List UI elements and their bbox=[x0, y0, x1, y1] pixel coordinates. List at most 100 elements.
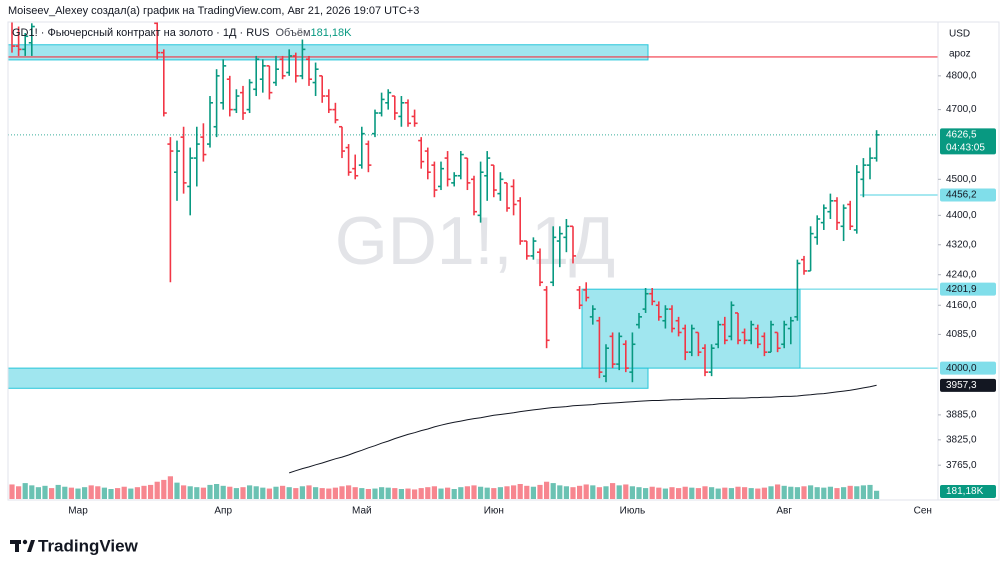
legend: GD1! · Фьючерсный контракт на золото · 1… bbox=[12, 27, 352, 39]
volume-bar bbox=[260, 487, 266, 499]
volume-bar bbox=[623, 484, 629, 499]
volume-bar bbox=[550, 483, 556, 499]
volume-bar bbox=[9, 484, 15, 499]
volume-bar bbox=[794, 487, 800, 499]
volume-bar bbox=[695, 488, 701, 499]
volume-bar bbox=[240, 487, 246, 499]
volume-bar bbox=[121, 486, 127, 499]
y-tick-label: 4800,0 bbox=[946, 70, 977, 81]
volume-bar bbox=[174, 482, 180, 499]
volume-bar bbox=[326, 488, 332, 499]
volume-bar bbox=[181, 485, 187, 499]
volume-bar bbox=[247, 485, 253, 499]
volume-bar bbox=[293, 488, 299, 499]
volume-bar bbox=[497, 487, 503, 499]
volume-bar bbox=[431, 486, 437, 499]
volume-bar bbox=[709, 487, 715, 499]
volume-label: 181,18K bbox=[946, 486, 984, 497]
volume-bar bbox=[583, 484, 589, 499]
volume-bar bbox=[82, 487, 88, 499]
volume-bar bbox=[735, 486, 741, 499]
volume-bar bbox=[629, 486, 635, 499]
volume-bar bbox=[451, 489, 457, 499]
volume-label-box bbox=[940, 485, 996, 498]
y-tick-label: 4320,0 bbox=[946, 239, 977, 250]
volume-bar bbox=[636, 487, 642, 499]
volume-bar bbox=[788, 486, 794, 499]
scale-mode: apoz bbox=[949, 49, 971, 60]
volume-bar bbox=[484, 487, 490, 499]
x-tick-label: Июн bbox=[484, 506, 504, 517]
volume-bar bbox=[662, 488, 668, 499]
volume-bar bbox=[590, 485, 596, 499]
volume-bar bbox=[101, 487, 107, 499]
volume-bar bbox=[194, 487, 200, 499]
volume-bar bbox=[95, 486, 101, 499]
volume-bar bbox=[563, 486, 569, 499]
volume-bar bbox=[761, 487, 767, 499]
volume-bar bbox=[148, 484, 154, 499]
ma-label: 3957,3 bbox=[946, 380, 977, 391]
volume-bar bbox=[49, 488, 55, 499]
y-tick-label: 3825,0 bbox=[946, 434, 977, 445]
volume-bar bbox=[478, 486, 484, 499]
volume-bar bbox=[827, 486, 833, 499]
volume-bar bbox=[847, 485, 853, 499]
volume-bar bbox=[161, 479, 167, 499]
volume-bar bbox=[273, 486, 279, 499]
volume-bar bbox=[755, 488, 761, 499]
volume-bar bbox=[42, 485, 48, 499]
volume-bar bbox=[319, 488, 325, 499]
plot-area bbox=[8, 22, 938, 499]
volume-bar bbox=[359, 488, 365, 499]
volume-bar bbox=[445, 487, 451, 499]
volume-bar bbox=[438, 488, 444, 499]
volume-bar bbox=[253, 486, 259, 499]
volume-bar bbox=[742, 487, 748, 499]
volume-last: 181,18K bbox=[311, 27, 353, 39]
volume-bar bbox=[55, 484, 61, 499]
zone bbox=[8, 367, 649, 389]
volume-bar bbox=[557, 485, 563, 499]
volume-bar bbox=[286, 487, 292, 499]
volume-bar bbox=[570, 487, 576, 499]
volume-bar bbox=[656, 487, 662, 499]
x-tick-label: Май bbox=[352, 506, 372, 517]
volume-bar bbox=[616, 485, 622, 499]
y-tick-label: 4500,0 bbox=[946, 174, 977, 185]
volume-bar bbox=[814, 487, 820, 499]
volume-bar bbox=[379, 487, 385, 499]
volume-bar bbox=[610, 483, 616, 499]
volume-bar bbox=[200, 487, 206, 499]
volume-bar bbox=[418, 488, 424, 499]
volume-bar bbox=[280, 485, 286, 499]
volume-bar bbox=[306, 485, 312, 499]
volume-bar bbox=[392, 488, 398, 499]
volume-bar bbox=[313, 487, 319, 499]
volume-bar bbox=[643, 488, 649, 499]
volume-bar bbox=[511, 485, 517, 499]
volume-bar bbox=[854, 486, 860, 499]
volume-bar bbox=[62, 486, 68, 499]
level-label-box bbox=[940, 282, 996, 296]
volume-bar bbox=[728, 488, 734, 499]
volume-bar bbox=[530, 486, 536, 499]
x-tick-label: Мар bbox=[68, 506, 88, 517]
volume-bar bbox=[689, 487, 695, 499]
y-tick-label: 4240,0 bbox=[946, 269, 977, 280]
volume-bar bbox=[874, 490, 880, 499]
volume-bar bbox=[412, 489, 418, 499]
level-label-box bbox=[940, 188, 996, 202]
volume-bar bbox=[207, 484, 213, 499]
volume-bar bbox=[603, 486, 609, 499]
volume-bar bbox=[808, 485, 814, 499]
volume-bar bbox=[524, 485, 530, 499]
volume-bar bbox=[29, 485, 35, 499]
level-sublabel: 04:43:05 bbox=[946, 143, 985, 154]
volume-bar bbox=[517, 484, 523, 499]
volume-bar bbox=[669, 487, 675, 499]
volume-bar bbox=[715, 488, 721, 499]
volume-bar bbox=[154, 481, 160, 499]
volume-bar bbox=[649, 486, 655, 499]
volume-bar bbox=[537, 484, 543, 499]
